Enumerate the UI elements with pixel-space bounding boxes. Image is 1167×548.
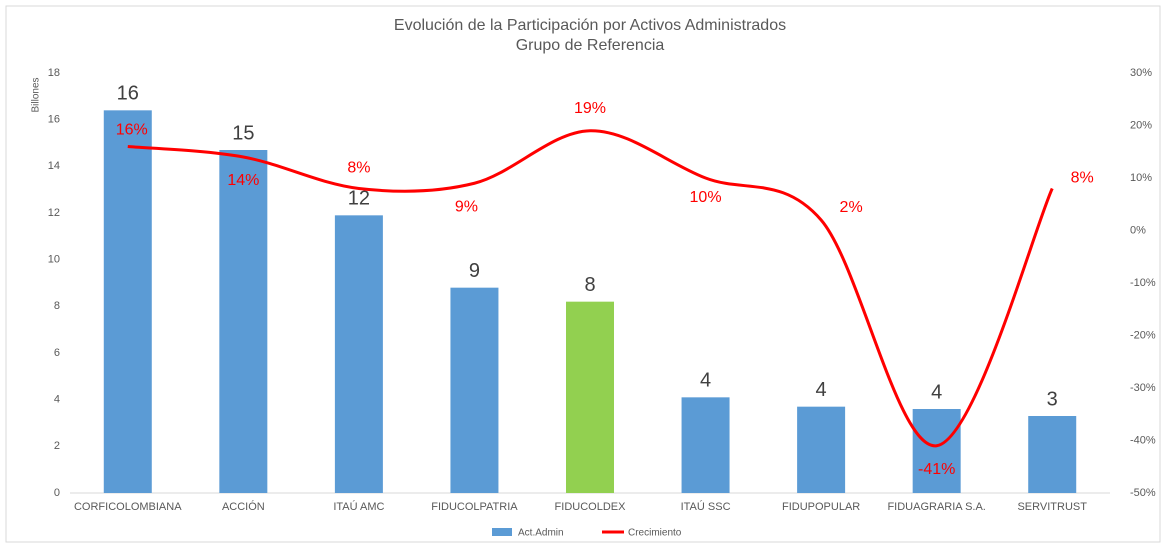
- bar: [219, 150, 268, 493]
- chart-subtitle: Grupo de Referencia: [516, 37, 665, 54]
- bar-value-label: 8: [584, 274, 595, 296]
- y2-tick-label: -20%: [1130, 329, 1156, 341]
- x-tick-label: ITAÚ AMC: [333, 500, 384, 513]
- legend-label: Act.Admin: [518, 528, 564, 539]
- bar: [103, 110, 152, 493]
- bar-value-label: 4: [931, 381, 942, 403]
- bar-value-label: 3: [1047, 388, 1058, 410]
- x-tick-label: ITAÚ SSC: [681, 500, 731, 513]
- line-value-label: 19%: [574, 100, 606, 117]
- line-value-label: 14%: [227, 172, 259, 189]
- y-tick-label: 6: [54, 347, 60, 359]
- y-tick-label: 14: [48, 160, 60, 172]
- bar-value-label: 4: [816, 379, 827, 401]
- x-tick-label: CORFICOLOMBIANA: [74, 501, 182, 513]
- line-value-label: 2%: [840, 199, 863, 216]
- bar-value-label: 12: [348, 188, 370, 210]
- growth-line: [127, 129, 1054, 448]
- line-value-label: 8%: [347, 160, 370, 177]
- bar-value-label: 15: [232, 122, 254, 144]
- line-value-label: -41%: [918, 461, 955, 478]
- bar: [1028, 416, 1077, 493]
- bar: [450, 287, 499, 493]
- y2-tick-label: 20%: [1130, 119, 1152, 131]
- bar-value-label: 4: [700, 370, 711, 392]
- line-value-label: 10%: [690, 189, 722, 206]
- y2-tick-label: 10%: [1130, 172, 1152, 184]
- line-value-label: 9%: [455, 198, 478, 215]
- y2-tick-label: -40%: [1130, 434, 1156, 446]
- bar-value-label: 16: [117, 83, 139, 105]
- x-tick-label: FIDUAGRARIA S.A.: [887, 501, 985, 513]
- x-tick-label: FIDUCOLDEX: [555, 501, 627, 513]
- bar: [912, 409, 961, 493]
- x-tick-label: FIDUPOPULAR: [782, 501, 860, 513]
- chart-title: Evolución de la Participación por Activo…: [394, 17, 786, 34]
- y-tick-label: 18: [48, 67, 60, 79]
- y2-tick-label: -10%: [1130, 277, 1156, 289]
- bar: [681, 397, 730, 493]
- y-tick-label: 12: [48, 207, 60, 219]
- y-tick-label: 8: [54, 300, 60, 312]
- y2-tick-label: 0%: [1130, 224, 1146, 236]
- y2-tick-label: -30%: [1130, 382, 1156, 394]
- x-tick-label: ACCIÓN: [222, 500, 265, 513]
- y-axis-label: Billones: [31, 77, 42, 112]
- x-tick-label: FIDUCOLPATRIA: [431, 501, 518, 513]
- y-tick-label: 10: [48, 254, 60, 266]
- line-value-label: 8%: [1071, 170, 1094, 187]
- legend-swatch: [492, 528, 512, 536]
- line-value-label: 16%: [116, 122, 148, 139]
- y2-tick-label: 30%: [1130, 67, 1152, 79]
- y-tick-label: 2: [54, 440, 60, 452]
- y-tick-label: 4: [54, 394, 60, 406]
- bar: [797, 406, 846, 493]
- y2-tick-label: -50%: [1130, 487, 1156, 499]
- legend-label: Crecimiento: [628, 528, 682, 539]
- x-tick-label: SERVITRUST: [1017, 501, 1087, 513]
- bar-value-label: 9: [469, 260, 480, 282]
- y-tick-label: 0: [54, 487, 60, 499]
- y-tick-label: 16: [48, 114, 60, 126]
- bar: [566, 301, 614, 493]
- bar: [334, 215, 383, 494]
